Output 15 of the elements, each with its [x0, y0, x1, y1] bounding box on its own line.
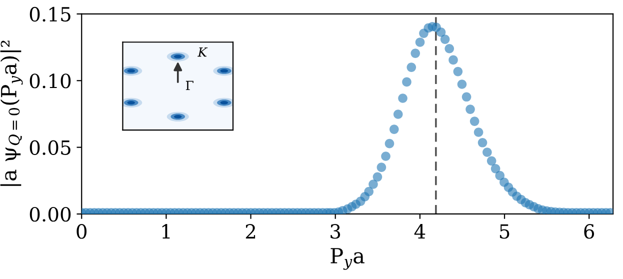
x-tick-label: 3: [330, 224, 340, 239]
x-tick-label: 4: [414, 224, 426, 238]
x-tick-label: 6: [584, 224, 594, 239]
y-tick-label: 0.05: [30, 140, 70, 155]
y-tick-label: 0.15: [30, 6, 70, 22]
annotation: Γ: [186, 80, 194, 90]
x-tick-label: 0: [76, 224, 87, 239]
x-tick-label: 2: [246, 224, 256, 238]
annotation: K: [198, 47, 208, 57]
x-tick-label: 1: [162, 224, 170, 238]
y-axis-title: |a ψ$_{Q=0}$(P$_{y}$a)|²: [0, 40, 23, 186]
x-axis-title: P$_{y}$a: [330, 248, 364, 270]
y-tick-label: 0.00: [30, 206, 71, 222]
y-tick-label: 0.10: [30, 74, 71, 88]
x-tick-label: 5: [500, 224, 510, 239]
